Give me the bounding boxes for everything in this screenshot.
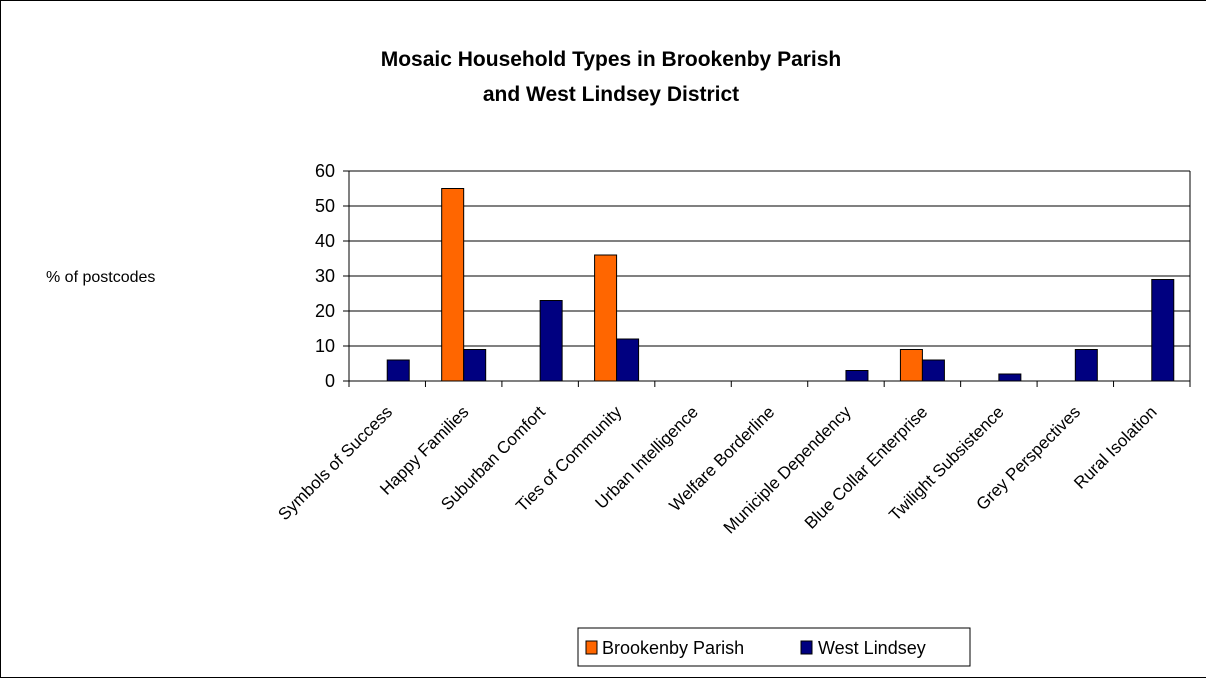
bar-west-lindsey	[998, 373, 1022, 382]
y-tick-label: 50	[315, 196, 335, 216]
bar-west-lindsey	[845, 370, 869, 382]
chart-title-line-2: and West Lindsey District	[483, 83, 739, 106]
x-category-label: Symbols of Success	[274, 402, 396, 524]
legend-box	[577, 627, 971, 667]
chart-title-line-1: Mosaic Household Types in Brookenby Pari…	[381, 48, 842, 71]
y-axis-label: % of postcodes	[46, 269, 155, 286]
y-tick-label: 60	[315, 161, 335, 181]
y-tick-label: 20	[315, 301, 335, 321]
bar-brookenby-parish	[441, 188, 465, 382]
bar-west-lindsey	[463, 349, 487, 382]
bar-west-lindsey	[539, 300, 563, 382]
legend-swatch	[585, 640, 598, 655]
legend-label: West Lindsey	[818, 638, 926, 658]
bar-brookenby-parish	[899, 349, 923, 382]
x-category-label: Municiple Dependency	[720, 402, 855, 537]
y-tick-label: 10	[315, 336, 335, 356]
bar-west-lindsey	[616, 338, 640, 382]
bar-west-lindsey	[921, 359, 945, 382]
legend-label: Brookenby Parish	[602, 638, 744, 658]
bar-west-lindsey	[1151, 279, 1175, 382]
bar-west-lindsey	[1074, 349, 1098, 382]
legend-swatch	[800, 640, 813, 655]
y-tick-label: 40	[315, 231, 335, 251]
y-tick-label: 0	[325, 371, 335, 391]
bar-brookenby-parish	[594, 254, 618, 382]
bar-west-lindsey	[386, 359, 410, 382]
y-tick-label: 30	[315, 266, 335, 286]
legend: Brookenby Parish West Lindsey	[577, 627, 971, 667]
